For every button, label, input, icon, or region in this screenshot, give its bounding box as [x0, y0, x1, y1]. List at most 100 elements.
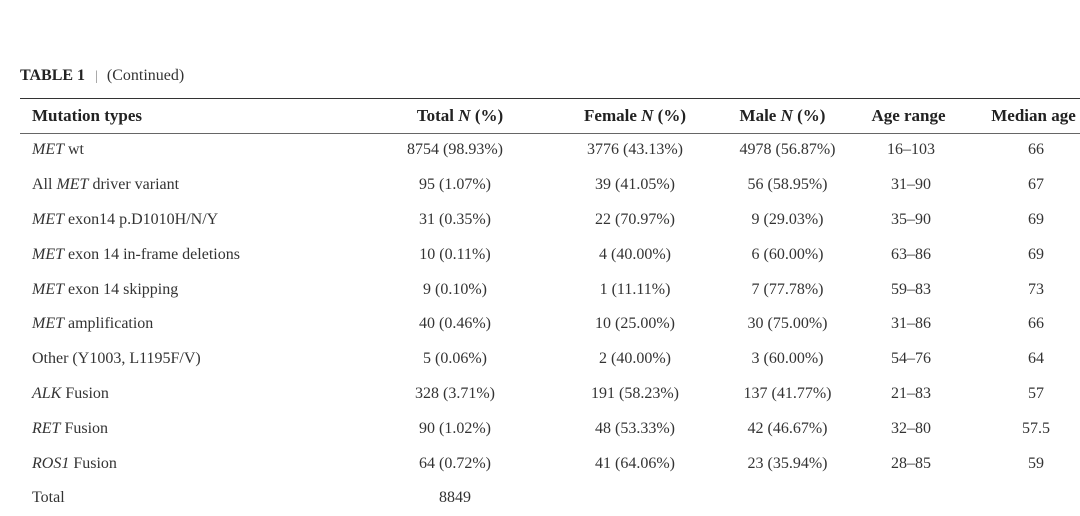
- cell-median-age: 64: [1028, 350, 1044, 368]
- table-caption: TABLE 1 | (Continued): [20, 67, 184, 85]
- header-age-range: Age range: [871, 106, 946, 125]
- cell-total: 40 (0.46%): [419, 315, 491, 333]
- cell-female: 48 (53.33%): [595, 419, 675, 437]
- gene-name: MET: [56, 176, 89, 194]
- cell-age-range: 54–76: [891, 350, 931, 368]
- cell-age-range: 21–83: [891, 384, 931, 402]
- cell-male: 137 (41.77%): [743, 384, 832, 402]
- cell-median-age: 57.5: [1022, 419, 1050, 437]
- gene-name: MET: [32, 315, 64, 333]
- cell-male: 3 (60.00%): [751, 350, 824, 368]
- table-row: MET amplification 40 (0.46%) 10 (25.00%) 30…: [20, 307, 1080, 342]
- cell-age-range: 35–90: [891, 210, 931, 228]
- cell-mutation-type: ALK Fusion: [32, 384, 109, 402]
- caption-separator: |: [95, 69, 98, 84]
- gene-name: ROS1: [32, 454, 70, 472]
- cell-total: 95 (1.07%): [419, 176, 491, 194]
- table-row: All MET driver variant 95 (1.07%) 39 (41.0…: [20, 168, 1080, 203]
- cell-total: 8754 (98.93%): [407, 141, 503, 159]
- cell-median-age: 67: [1028, 176, 1044, 194]
- cell-total: 8849: [439, 489, 471, 507]
- cell-age-range: [850, 481, 967, 516]
- cell-female: 2 (40.00%): [599, 350, 671, 368]
- table-row: Other (Y1003, L1195F/V) 5 (0.06%) 2 (40.00…: [20, 342, 1080, 377]
- table-row: ALK Fusion 328 (3.71%) 191 (58.23%) 137 (41…: [20, 377, 1080, 412]
- cell-age-range: 31–90: [891, 176, 931, 194]
- cell-total: 5 (0.06%): [423, 350, 487, 368]
- cell-male: 7 (77.78%): [751, 280, 824, 298]
- cell-mutation-type: ROS1 Fusion: [32, 454, 117, 472]
- table-label: TABLE 1: [20, 67, 86, 84]
- cell-male: 4978 (56.87%): [739, 141, 836, 159]
- table-row: Total 8849: [20, 481, 1080, 516]
- cell-age-range: 63–86: [891, 245, 931, 263]
- cell-total: 10 (0.11%): [419, 245, 491, 263]
- cell-mutation-type: MET exon 14 in-frame deletions: [32, 245, 240, 263]
- cell-median-age: 57: [1028, 384, 1044, 402]
- cell-median-age: 73: [1028, 280, 1044, 298]
- gene-name: MET: [32, 141, 64, 159]
- cell-total: 90 (1.02%): [419, 419, 491, 437]
- header-mutation-types: Mutation types: [32, 106, 143, 125]
- cell-mutation-type: All MET driver variant: [32, 176, 180, 194]
- cell-female: 22 (70.97%): [595, 210, 675, 228]
- header-female: Female N (%): [584, 106, 686, 125]
- cell-female: 191 (58.23%): [591, 384, 679, 402]
- cell-age-range: 59–83: [891, 280, 931, 298]
- cell-age-range: 28–85: [891, 454, 931, 472]
- table-row: RET Fusion 90 (1.02%) 48 (53.33%) 42 (46.67…: [20, 411, 1080, 446]
- gene-name: RET: [32, 419, 61, 437]
- table-body: MET wt 8754 (98.93%) 3776 (43.13%) 4978 (56…: [20, 133, 1080, 516]
- cell-female: 4 (40.00%): [599, 245, 671, 263]
- caption-continued: (Continued): [106, 67, 185, 84]
- gene-name: MET: [32, 210, 64, 228]
- table-row: MET exon14 p.D1010H/N/Y 31 (0.35%) 22 (70.…: [20, 203, 1080, 238]
- table-row: ROS1 Fusion 64 (0.72%) 41 (64.06%) 23 (35.9…: [20, 446, 1080, 481]
- cell-median-age: 59: [1028, 454, 1044, 472]
- cell-median-age: 66: [1028, 141, 1044, 159]
- cell-mutation-type: MET wt: [32, 141, 84, 159]
- cell-female: 41 (64.06%): [595, 454, 675, 472]
- cell-male: 23 (35.94%): [747, 454, 828, 472]
- cell-median-age: 69: [1028, 245, 1044, 263]
- cell-age-range: 32–80: [891, 419, 931, 437]
- cell-male: 6 (60.00%): [751, 245, 824, 263]
- table-row: MET exon 14 in-frame deletions 10 (0.11%)…: [20, 237, 1080, 272]
- cell-total: 328 (3.71%): [415, 384, 495, 402]
- cell-median-age: 69: [1028, 210, 1044, 228]
- table-top-rule: [20, 98, 1080, 99]
- cell-mutation-type: Other (Y1003, L1195F/V): [32, 350, 201, 368]
- cell-median-age: [967, 481, 1080, 516]
- cell-total: 31 (0.35%): [419, 210, 491, 228]
- cell-mutation-type: MET amplification: [32, 315, 154, 333]
- mutation-table: Mutation types Total N (%) Female N (%) …: [20, 99, 1080, 516]
- header-median-age: Median age: [991, 106, 1076, 125]
- header-male: Male N (%): [739, 106, 826, 125]
- gene-name: MET: [32, 280, 64, 298]
- cell-male: 56 (58.95%): [747, 176, 828, 194]
- cell-male: 42 (46.67%): [747, 419, 828, 437]
- cell-age-range: 31–86: [891, 315, 931, 333]
- cell-male: 9 (29.03%): [751, 210, 824, 228]
- table-header-rule: [20, 133, 1080, 134]
- cell-age-range: 16–103: [887, 141, 935, 159]
- cell-female: 39 (41.05%): [595, 176, 675, 194]
- header-total: Total N (%): [416, 106, 504, 125]
- table-header-row: Mutation types Total N (%) Female N (%) …: [20, 99, 1080, 133]
- table-row: MET exon 14 skipping 9 (0.10%) 1 (11.11%) 7…: [20, 272, 1080, 307]
- cell-total: 64 (0.72%): [419, 454, 491, 472]
- cell-female: [555, 481, 715, 516]
- cell-mutation-type: MET exon14 p.D1010H/N/Y: [32, 210, 219, 228]
- cell-female: 3776 (43.13%): [587, 141, 683, 159]
- cell-female: 10 (25.00%): [595, 315, 675, 333]
- cell-total: 9 (0.10%): [423, 280, 487, 298]
- cell-female: 1 (11.11%): [599, 280, 671, 298]
- cell-mutation-type: MET exon 14 skipping: [32, 280, 179, 298]
- gene-name: MET: [32, 245, 64, 263]
- cell-male: 30 (75.00%): [747, 315, 828, 333]
- gene-name: ALK: [32, 384, 62, 402]
- cell-mutation-type: Total: [32, 489, 65, 507]
- cell-median-age: 66: [1028, 315, 1044, 333]
- table-row: MET wt 8754 (98.93%) 3776 (43.13%) 4978 (56…: [20, 133, 1080, 168]
- cell-male: [715, 481, 850, 516]
